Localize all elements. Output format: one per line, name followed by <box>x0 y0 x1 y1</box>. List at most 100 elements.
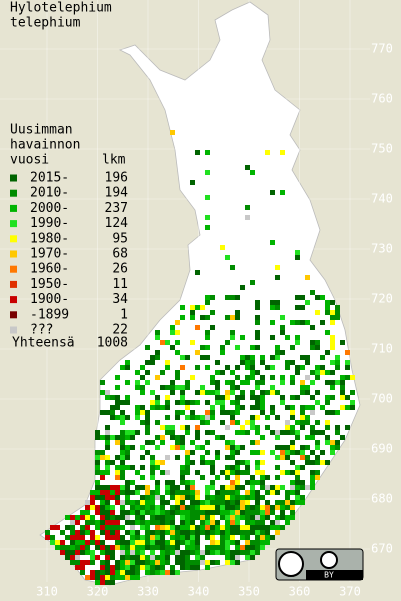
map-cell <box>215 530 220 535</box>
map-cell <box>190 505 195 510</box>
map-cell <box>145 495 150 500</box>
map-cell <box>140 485 145 490</box>
map-cell <box>65 525 70 530</box>
map-cell <box>170 550 175 555</box>
map-cell <box>190 550 195 555</box>
map-cell <box>105 500 110 505</box>
map-cell <box>340 390 345 395</box>
map-cell <box>120 540 125 545</box>
map-cell <box>140 520 145 525</box>
map-cell <box>235 520 240 525</box>
map-cell <box>180 535 185 540</box>
map-cell <box>170 565 175 570</box>
map-cell <box>200 355 205 360</box>
map-cell <box>300 385 305 390</box>
map-cell <box>155 330 160 335</box>
map-cell <box>240 505 245 510</box>
map-cell <box>340 380 345 385</box>
map-cell <box>325 400 330 405</box>
y-axis-label: 670 <box>371 542 393 556</box>
map-cell <box>280 525 285 530</box>
map-cell <box>235 545 240 550</box>
map-cell <box>170 515 175 520</box>
map-cell <box>275 455 280 460</box>
map-cell <box>115 515 120 520</box>
map-cell <box>130 545 135 550</box>
map-cell <box>180 500 185 505</box>
map-cell <box>250 520 255 525</box>
map-cell <box>155 545 160 550</box>
map-cell <box>165 485 170 490</box>
y-axis-label: 740 <box>371 192 393 206</box>
map-cell <box>225 520 230 525</box>
map-cell <box>95 520 100 525</box>
map-cell <box>110 495 115 500</box>
map-cell <box>175 505 180 510</box>
map-cell <box>200 520 205 525</box>
map-cell <box>115 500 120 505</box>
map-cell <box>305 445 310 450</box>
license-badge: BY <box>275 548 364 581</box>
map-cell <box>145 485 150 490</box>
map-cell <box>135 505 140 510</box>
map-cell <box>270 525 275 530</box>
map-cell <box>270 190 275 195</box>
map-cell <box>320 320 325 325</box>
map-cell <box>195 565 200 570</box>
legend-label: 1980- <box>30 231 69 246</box>
map-cell <box>225 550 230 555</box>
map-cell <box>245 530 250 535</box>
map-cell <box>290 445 295 450</box>
map-cell <box>195 390 200 395</box>
map-cell <box>95 540 100 545</box>
map-cell <box>190 490 195 495</box>
map-cell <box>340 395 345 400</box>
map-cell <box>325 440 330 445</box>
map-cell <box>210 380 215 385</box>
map-cell <box>225 255 230 260</box>
map-cell <box>180 365 185 370</box>
legend-count: 124 <box>105 216 129 231</box>
map-cell <box>200 530 205 535</box>
map-cell <box>235 310 240 315</box>
map-cell <box>45 535 50 540</box>
map-cell <box>70 555 75 560</box>
map-cell <box>190 415 195 420</box>
map-cell <box>185 485 190 490</box>
map-cell <box>95 545 100 550</box>
map-cell <box>195 445 200 450</box>
map-cell <box>155 400 160 405</box>
map-cell <box>110 535 115 540</box>
x-axis-label: 340 <box>188 585 210 599</box>
map-cell <box>300 405 305 410</box>
map-cell <box>195 490 200 495</box>
map-cell <box>220 525 225 530</box>
map-cell <box>100 435 105 440</box>
map-cell <box>200 305 205 310</box>
map-cell <box>155 490 160 495</box>
legend-count: 194 <box>105 186 129 201</box>
map-cell <box>125 490 130 495</box>
legend-count: 11 <box>112 277 128 292</box>
map-cell <box>180 305 185 310</box>
map-cell <box>155 420 160 425</box>
map-cell <box>225 560 230 565</box>
map-cell <box>190 305 195 310</box>
map-cell <box>305 420 310 425</box>
map-cell <box>250 395 255 400</box>
map-cell <box>230 480 235 485</box>
map-cell <box>145 535 150 540</box>
map-cell <box>300 500 305 505</box>
map-cell <box>115 440 120 445</box>
map-cell <box>195 560 200 565</box>
map-cell <box>75 530 80 535</box>
map-cell <box>180 315 185 320</box>
map-cell <box>260 505 265 510</box>
map-cell <box>220 540 225 545</box>
map-cell <box>120 415 125 420</box>
map-cell <box>220 395 225 400</box>
map-cell <box>145 560 150 565</box>
map-cell <box>180 425 185 430</box>
map-cell <box>280 430 285 435</box>
map-cell <box>145 420 150 425</box>
